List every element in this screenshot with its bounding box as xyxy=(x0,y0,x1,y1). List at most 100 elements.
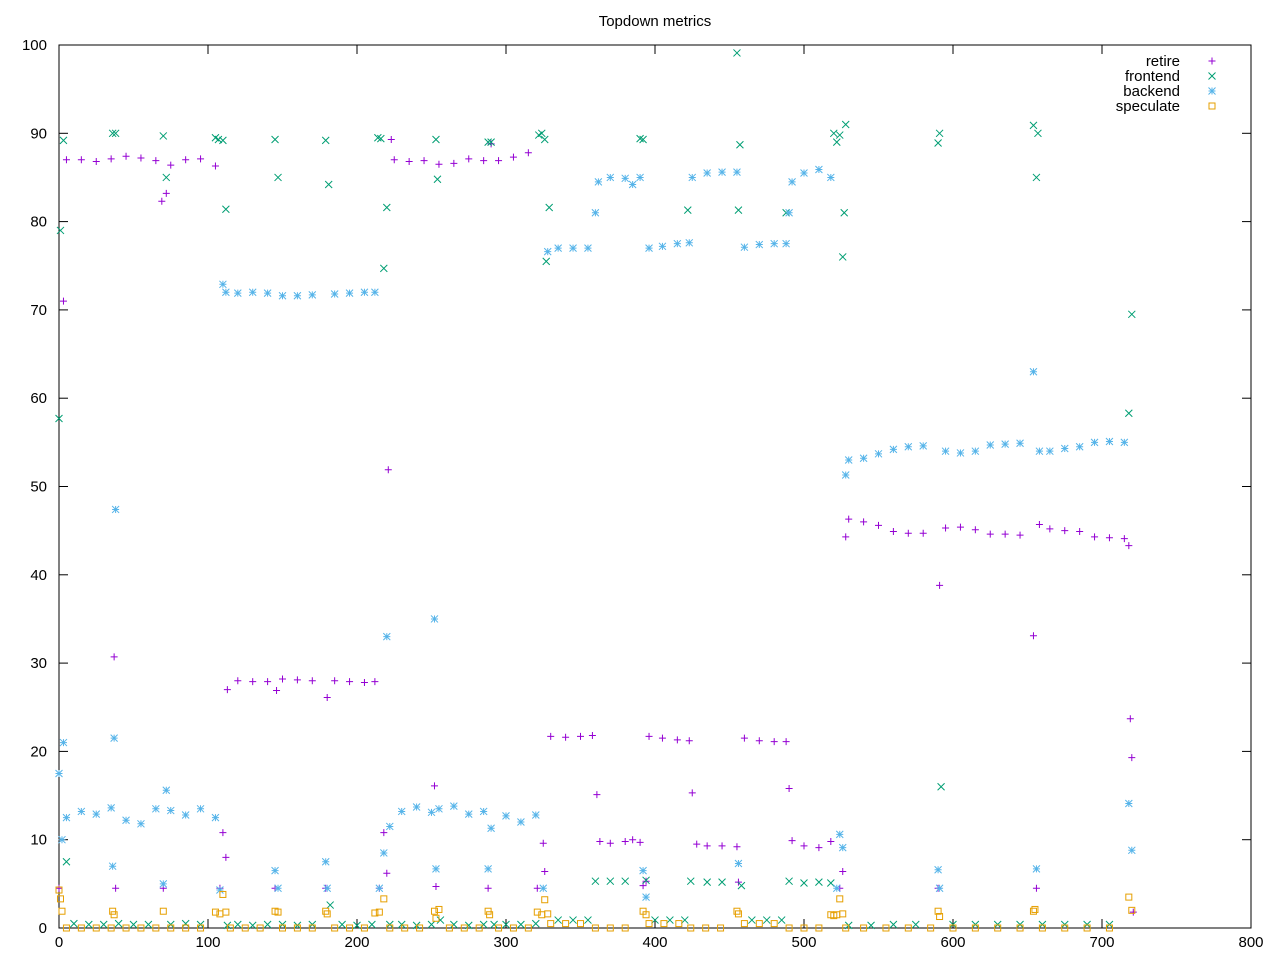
point-backend xyxy=(122,816,130,825)
marker-stroke xyxy=(949,924,957,932)
point-retire xyxy=(755,737,763,745)
marker-stroke xyxy=(182,924,190,932)
point-backend xyxy=(330,290,339,298)
marker-stroke xyxy=(129,920,138,929)
point-retire xyxy=(986,530,994,538)
point-frontend xyxy=(1083,920,1091,929)
point-frontend xyxy=(56,226,65,235)
marker-stroke xyxy=(55,886,63,894)
point-backend xyxy=(484,864,492,873)
point-frontend xyxy=(1038,920,1047,929)
marker-stroke xyxy=(911,920,920,929)
marker-stroke xyxy=(1035,447,1044,456)
point-frontend xyxy=(263,920,272,929)
point-frontend xyxy=(162,173,171,182)
marker-stroke xyxy=(788,178,796,186)
point-speculate xyxy=(934,907,942,915)
point-backend xyxy=(594,178,603,186)
point-backend xyxy=(111,505,120,514)
marker-stroke xyxy=(844,456,853,464)
point-backend xyxy=(233,289,242,297)
marker-stroke xyxy=(167,924,175,932)
marker-stroke xyxy=(435,804,443,813)
y-tick-label: 70 xyxy=(30,302,47,319)
marker-stroke xyxy=(432,864,440,873)
marker-stroke xyxy=(308,924,316,932)
point-retire xyxy=(1032,884,1040,892)
point-backend xyxy=(108,862,117,871)
point-frontend xyxy=(621,877,630,886)
x-tick-label: 400 xyxy=(642,934,667,951)
point-speculate xyxy=(331,924,339,932)
point-backend xyxy=(934,865,942,874)
point-frontend xyxy=(196,920,205,929)
y-tick-label: 10 xyxy=(30,832,47,849)
point-backend xyxy=(211,813,220,822)
point-backend xyxy=(835,830,844,839)
marker-stroke xyxy=(1090,438,1099,447)
point-retire xyxy=(860,518,868,526)
point-retire xyxy=(904,529,912,537)
point-frontend xyxy=(70,919,78,928)
point-retire xyxy=(1001,530,1009,538)
marker-stroke xyxy=(464,810,473,818)
marker-stroke xyxy=(197,155,205,163)
point-backend xyxy=(658,242,667,251)
point-speculate xyxy=(971,924,979,932)
marker-stroke xyxy=(122,816,130,825)
point-speculate xyxy=(107,924,115,932)
point-frontend xyxy=(219,136,227,145)
marker-stroke xyxy=(330,290,339,298)
point-retire xyxy=(465,155,473,163)
point-speculate xyxy=(137,924,145,932)
marker-stroke xyxy=(55,884,63,892)
point-speculate xyxy=(386,924,394,932)
point-speculate xyxy=(734,910,742,918)
point-retire xyxy=(484,884,492,892)
point-frontend xyxy=(368,920,376,929)
marker-stroke xyxy=(1128,906,1136,914)
point-speculate xyxy=(675,920,683,928)
point-speculate xyxy=(621,924,629,932)
marker-stroke xyxy=(874,449,883,458)
marker-stroke xyxy=(687,924,695,932)
point-retire xyxy=(323,694,331,702)
point-retire xyxy=(839,867,847,875)
marker-stroke xyxy=(639,135,647,144)
marker-stroke xyxy=(162,786,171,795)
point-backend xyxy=(673,239,682,248)
point-retire xyxy=(875,521,882,529)
marker-stroke xyxy=(219,280,227,289)
marker-stroke xyxy=(1091,533,1099,541)
marker-stroke xyxy=(693,840,701,848)
marker-stroke xyxy=(92,810,101,818)
marker-stroke xyxy=(248,288,257,297)
point-backend xyxy=(219,280,227,289)
point-frontend xyxy=(1032,173,1041,182)
marker-stroke xyxy=(509,153,517,161)
point-retire xyxy=(112,884,120,892)
marker-stroke xyxy=(273,686,281,694)
point-retire xyxy=(956,523,964,531)
point-retire xyxy=(1035,520,1043,528)
point-backend xyxy=(137,819,145,828)
point-retire xyxy=(77,156,85,164)
point-frontend xyxy=(934,139,942,147)
point-retire xyxy=(541,867,549,875)
marker-stroke xyxy=(109,907,117,915)
point-retire xyxy=(1076,528,1084,536)
point-speculate xyxy=(77,924,85,932)
point-frontend xyxy=(436,916,445,924)
marker-stroke xyxy=(539,884,548,893)
point-speculate xyxy=(58,907,66,915)
marker-stroke xyxy=(1083,920,1091,929)
marker-stroke xyxy=(882,924,890,932)
point-retire xyxy=(685,737,693,745)
marker-stroke xyxy=(111,129,120,138)
point-speculate xyxy=(1031,905,1039,913)
point-backend xyxy=(110,734,118,743)
point-retire xyxy=(889,528,897,536)
point-retire xyxy=(197,155,205,163)
marker-stroke xyxy=(323,910,331,918)
